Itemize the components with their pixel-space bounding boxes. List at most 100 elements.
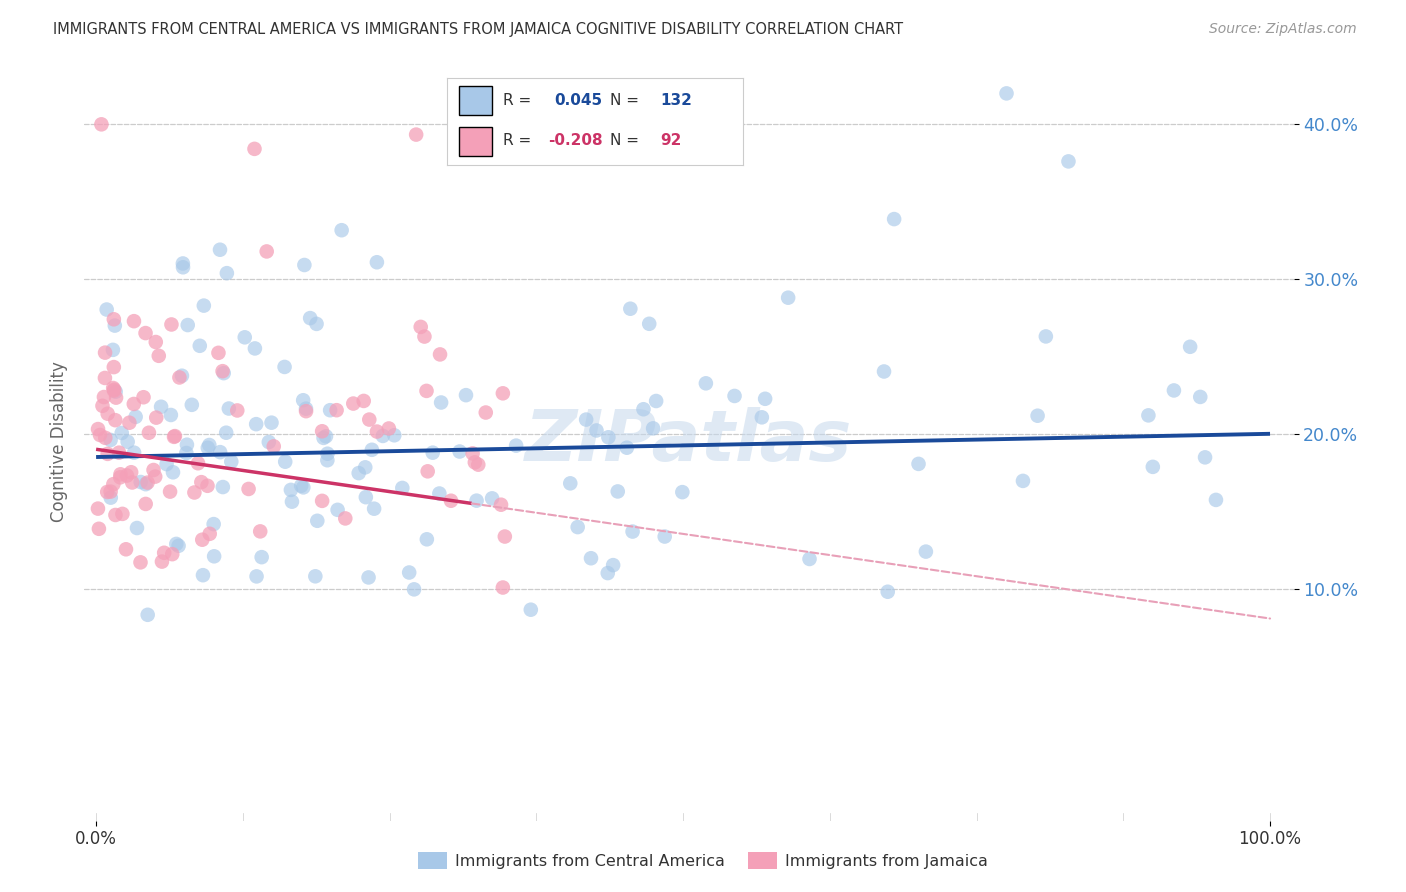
- Point: [245, 569, 267, 583]
- Point: [96, 302, 118, 317]
- Point: [751, 410, 773, 425]
- Point: [169, 370, 191, 384]
- Point: [221, 454, 243, 468]
- Point: [312, 431, 335, 445]
- Point: [638, 317, 661, 331]
- Point: [188, 339, 211, 353]
- Point: [1026, 409, 1049, 423]
- Point: [129, 475, 152, 489]
- Point: [91, 399, 114, 413]
- Point: [103, 383, 125, 397]
- Point: [315, 429, 337, 443]
- Point: [654, 530, 676, 544]
- Point: [325, 403, 347, 417]
- Point: [290, 479, 312, 493]
- Point: [427, 486, 450, 500]
- Point: [105, 391, 128, 405]
- Point: [415, 384, 437, 398]
- Point: [1178, 340, 1201, 354]
- Point: [505, 439, 527, 453]
- Point: [96, 485, 118, 500]
- Point: [250, 550, 273, 565]
- Point: [621, 524, 644, 539]
- Point: [560, 476, 582, 491]
- Point: [132, 390, 155, 404]
- Point: [177, 318, 200, 332]
- Point: [1142, 459, 1164, 474]
- Point: [416, 533, 439, 547]
- Point: [193, 299, 215, 313]
- Point: [104, 508, 127, 522]
- Point: [357, 570, 380, 584]
- Point: [326, 503, 349, 517]
- Point: [311, 424, 333, 438]
- Point: [135, 497, 157, 511]
- Point: [316, 447, 339, 461]
- Point: [212, 366, 235, 380]
- Point: [155, 457, 177, 471]
- Point: [413, 329, 436, 343]
- Point: [585, 424, 607, 438]
- Point: [243, 342, 266, 356]
- Point: [143, 469, 166, 483]
- Point: [197, 441, 219, 455]
- Point: [391, 481, 413, 495]
- Point: [172, 260, 194, 275]
- Point: [1137, 409, 1160, 423]
- Point: [226, 403, 249, 417]
- Point: [148, 349, 170, 363]
- Point: [606, 484, 628, 499]
- Point: [256, 244, 278, 259]
- Point: [191, 533, 214, 547]
- Point: [643, 421, 665, 435]
- Point: [135, 477, 157, 491]
- Point: [353, 393, 375, 408]
- Point: [619, 301, 641, 316]
- Point: [883, 212, 905, 227]
- Point: [671, 485, 693, 500]
- Point: [160, 408, 183, 422]
- Point: [778, 291, 800, 305]
- Point: [198, 438, 221, 452]
- Point: [162, 465, 184, 479]
- Point: [616, 441, 638, 455]
- Point: [115, 542, 138, 557]
- Point: [103, 384, 125, 398]
- Point: [354, 460, 377, 475]
- Point: [292, 393, 315, 408]
- Point: [257, 435, 280, 450]
- Point: [108, 445, 131, 459]
- Point: [243, 142, 266, 156]
- Point: [359, 412, 381, 426]
- Point: [238, 482, 260, 496]
- Point: [150, 555, 173, 569]
- Point: [87, 501, 110, 516]
- Point: [876, 584, 898, 599]
- Point: [723, 389, 745, 403]
- Point: [347, 466, 370, 480]
- Point: [304, 569, 326, 583]
- Point: [449, 444, 471, 458]
- Point: [489, 498, 512, 512]
- Point: [695, 376, 717, 391]
- Point: [422, 445, 444, 459]
- Point: [273, 359, 295, 374]
- Point: [172, 256, 194, 270]
- Point: [125, 521, 148, 535]
- Point: [163, 429, 186, 443]
- Point: [416, 464, 439, 478]
- Point: [494, 530, 516, 544]
- Point: [93, 390, 115, 404]
- Point: [467, 458, 489, 472]
- Point: [274, 455, 297, 469]
- Point: [378, 421, 401, 435]
- Point: [145, 410, 167, 425]
- Point: [316, 453, 339, 467]
- Point: [371, 429, 394, 443]
- Point: [94, 345, 117, 359]
- Point: [405, 128, 427, 142]
- Point: [100, 433, 122, 447]
- Point: [124, 409, 146, 424]
- Point: [122, 445, 145, 459]
- Point: [129, 555, 152, 569]
